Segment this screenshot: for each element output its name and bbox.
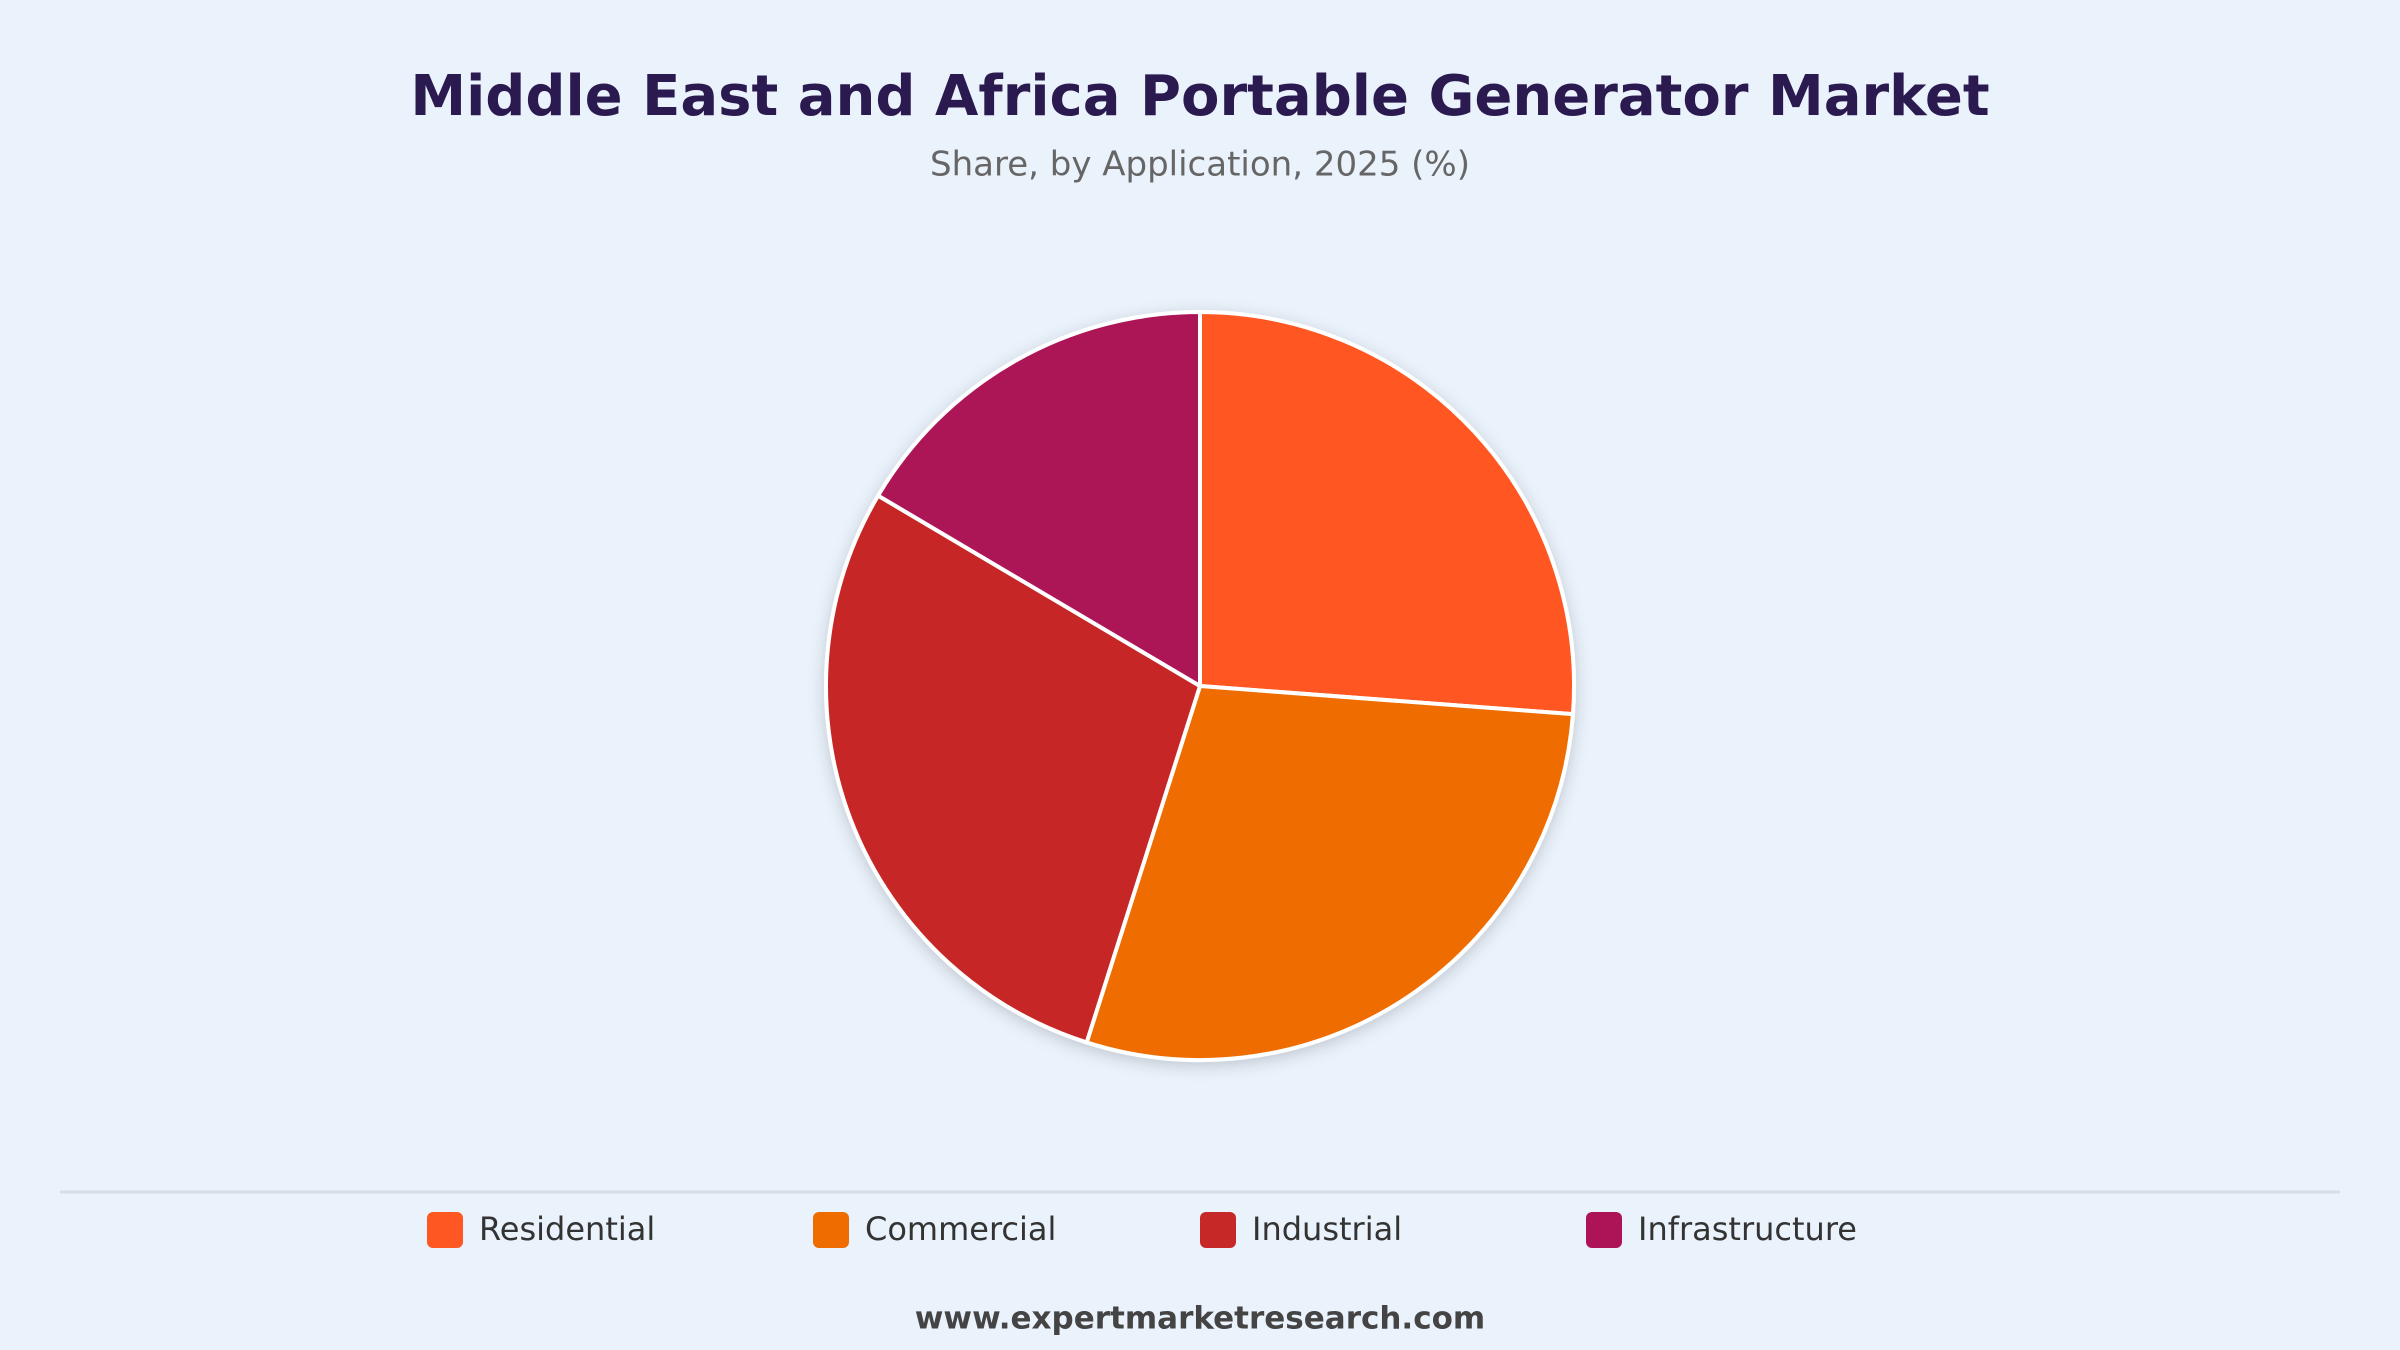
pie-slice <box>1198 310 1576 717</box>
legend-label: Infrastructure <box>1638 1210 1857 1248</box>
legend-swatch <box>1200 1212 1236 1248</box>
legend: Residential Commercial Industrial Infrastru… <box>427 1210 1857 1248</box>
legend-swatch <box>427 1212 463 1248</box>
legend-swatch <box>813 1212 849 1248</box>
pie <box>824 310 1576 1062</box>
legend-label: Residential <box>479 1210 655 1248</box>
footer: www.expertmarketresearch.com <box>915 1301 1485 1337</box>
chart-subtitle: Share, by Application, 2025 (%) <box>930 145 1470 185</box>
legend-label: Commercial <box>865 1210 1056 1248</box>
legend-swatch <box>1586 1212 1622 1248</box>
chart-title: Middle East and Africa Portable Generato… <box>410 64 1989 129</box>
pie-slice <box>876 310 1202 688</box>
pie-slice <box>1084 684 1575 1062</box>
legend-label: Industrial <box>1252 1210 1402 1248</box>
